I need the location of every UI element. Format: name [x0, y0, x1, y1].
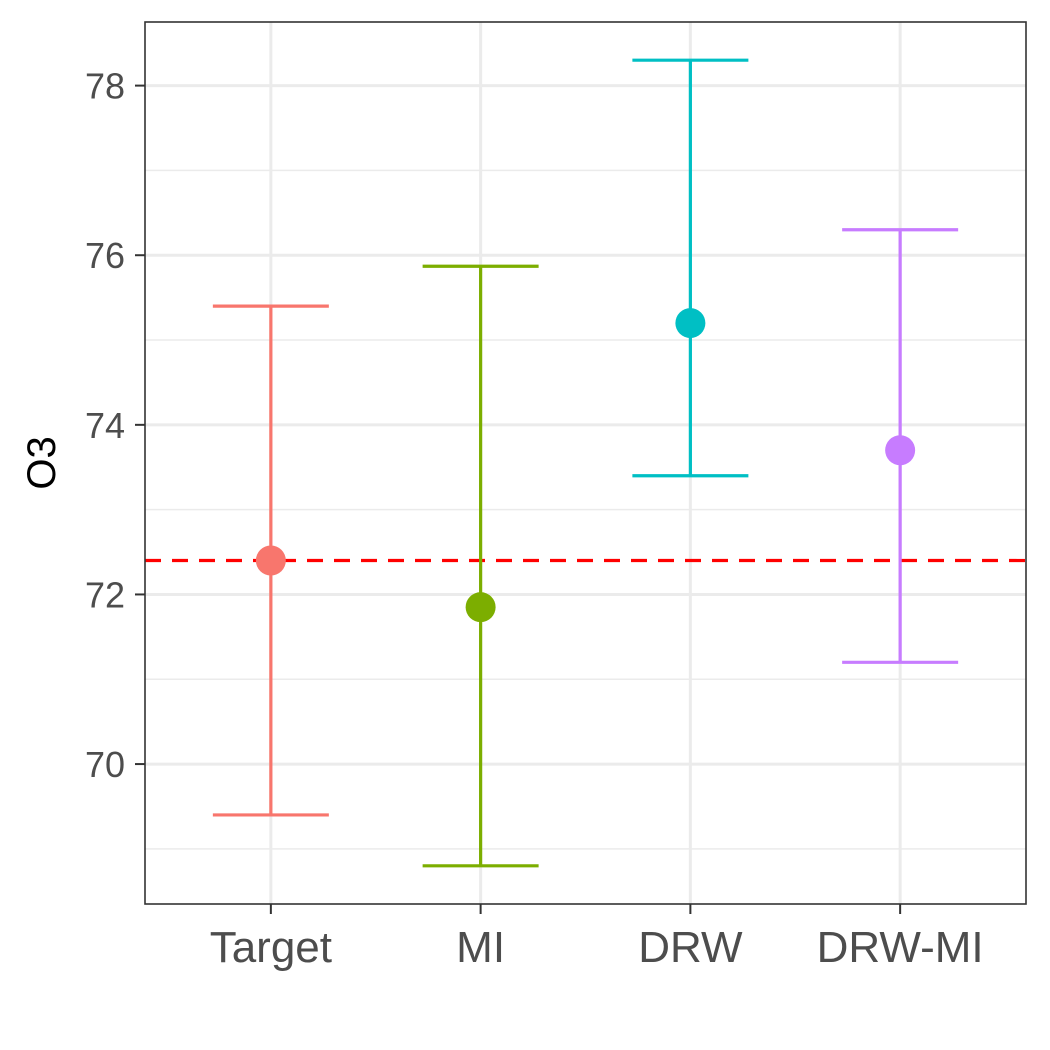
y-tick-label: 70: [85, 744, 125, 785]
error-bar-mi: [422, 264, 539, 868]
error-bar-drw: [632, 58, 749, 478]
y-tick-label: 74: [85, 405, 125, 446]
estimate-points: [255, 308, 916, 623]
error-bars: [212, 58, 959, 868]
minor-gridlines: [145, 169, 1026, 850]
x-tick-label-mi: MI: [456, 923, 505, 972]
y-tick-label: 72: [85, 574, 125, 615]
y-axis-title: O3: [20, 436, 64, 489]
plot-background: [145, 22, 1026, 904]
x-tick-label-target: Target: [210, 923, 332, 972]
y-axis: 70 72 74 76 78: [85, 66, 145, 785]
y-tick-label: 76: [85, 235, 125, 276]
plot-panel-border: [144, 21, 1027, 905]
x-tick-label-drw-mi: DRW-MI: [817, 923, 984, 972]
x-axis: Target MI DRW DRW-MI: [210, 904, 984, 972]
x-tick-label-drw: DRW: [638, 923, 743, 972]
point-mi: [465, 592, 496, 623]
y-tick-label: 78: [85, 66, 125, 107]
point-drw-mi: [885, 435, 916, 466]
point-drw: [675, 308, 706, 339]
point-target: [255, 545, 286, 576]
